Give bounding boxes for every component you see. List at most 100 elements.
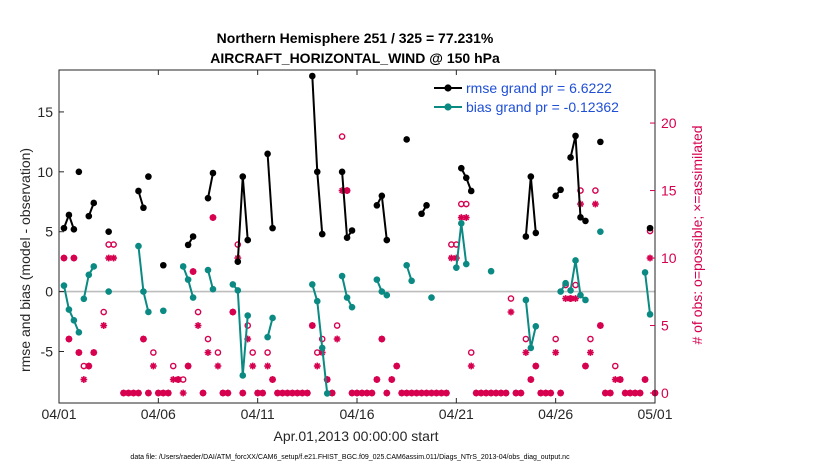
bias-point: [269, 314, 276, 322]
bias-point: [239, 372, 247, 379]
rmse-point: [646, 224, 654, 232]
bias-point: [462, 260, 470, 268]
rmse-point: [582, 217, 589, 225]
bias-line-segment: [644, 272, 652, 315]
bias-point: [145, 308, 152, 316]
bias-point: [487, 267, 495, 275]
assimilated-count-marker: [214, 362, 222, 370]
rmse-point: [458, 164, 465, 172]
assimilated-count-marker: [606, 389, 614, 397]
bias-point: [313, 297, 321, 305]
assimilated-count-marker: [125, 389, 132, 397]
assimilated-count-marker: [60, 254, 68, 262]
rmse-point: [348, 227, 356, 234]
bias-point: [522, 296, 530, 304]
legend-rmse-marker: [444, 84, 452, 92]
bias-line-segment: [82, 265, 95, 299]
assimilated-count-marker: [229, 308, 237, 316]
data-file-footnote: data file: /Users/raeder/DAI/ATM_forcXX/…: [130, 454, 570, 461]
bias-point: [453, 264, 460, 271]
y-left-tick-label: 5: [45, 224, 53, 240]
bias-point: [323, 390, 331, 397]
y-axis-left-label: rmse and bias (model - observation): [17, 148, 33, 372]
assimilated-count-marker: [249, 362, 257, 370]
assimilated-count-marker: [184, 362, 192, 370]
bias-point: [309, 281, 316, 288]
assimilated-count-marker: [368, 389, 376, 397]
assimilated-count-marker: [333, 335, 341, 343]
obs-count-markers: [60, 133, 659, 397]
bias-point: [229, 281, 237, 288]
assimilated-count-marker: [358, 389, 366, 397]
rmse-point: [577, 214, 584, 221]
possible-count-marker: [110, 241, 117, 248]
assimilated-count-marker: [194, 322, 202, 329]
bias-point: [204, 266, 212, 274]
assimilated-count-marker: [308, 322, 316, 329]
bias-series: [60, 220, 654, 397]
rmse-series: [60, 72, 654, 269]
rmse-point: [567, 154, 574, 161]
rmse-point: [244, 236, 252, 244]
plot-area-frame: [58, 69, 656, 404]
rmse-point: [234, 258, 242, 265]
assimilated-count-marker: [383, 389, 391, 397]
rmse-point: [239, 173, 247, 180]
assimilated-count-marker: [507, 308, 515, 316]
bias-point: [80, 295, 88, 303]
bias-point: [373, 276, 381, 283]
assimilated-count-marker: [209, 214, 217, 221]
rmse-point: [467, 187, 475, 195]
rmse-point: [313, 168, 321, 176]
x-tick-label: 04/06: [141, 406, 176, 422]
assimilated-count-marker: [298, 389, 306, 397]
assimilated-count-marker: [552, 349, 560, 356]
assimilated-count-marker: [110, 254, 118, 262]
rmse-point: [373, 202, 381, 209]
x-tick-label: 05/01: [637, 406, 672, 422]
assimilated-count-marker: [587, 349, 594, 356]
bias-point: [318, 344, 326, 352]
rmse-line-segment: [569, 135, 587, 222]
rmse-point: [423, 202, 430, 209]
assimilated-count-marker: [140, 335, 147, 343]
bias-point: [140, 288, 147, 295]
legend-rmse-label: rmse grand pr = 6.6222: [466, 80, 612, 96]
assimilated-count-marker: [179, 389, 187, 397]
x-axis-label: Apr.01,2013 00:00:00 start: [273, 428, 438, 444]
rmse-point: [403, 136, 410, 143]
y-right-tick-label: 20: [661, 115, 677, 131]
bias-point: [641, 269, 649, 276]
assimilated-count-marker: [313, 362, 321, 370]
bias-point: [383, 291, 391, 299]
rmse-point: [557, 186, 564, 194]
legend: rmse grand pr = 6.6222 bias grand pr = -…: [430, 77, 652, 119]
possible-count-marker: [592, 187, 599, 194]
y-left-tick-label: 0: [45, 284, 53, 300]
bias-point: [646, 311, 654, 318]
x-tick-label: 04/21: [439, 406, 474, 422]
x-tick-label: 04/01: [41, 406, 76, 422]
assimilated-count-marker: [592, 200, 599, 208]
possible-count-marker: [100, 308, 107, 316]
y-axis-right-label: # of obs: o=possible; ×=assimilated: [689, 125, 705, 344]
rmse-line-segment: [266, 153, 274, 229]
rmse-point: [189, 233, 197, 240]
assimilated-count-marker: [65, 335, 73, 343]
possible-count-marker: [462, 200, 470, 208]
bias-line-segment: [232, 283, 249, 376]
rmse-point: [264, 150, 271, 158]
assimilated-count-marker: [90, 349, 98, 356]
bias-point: [85, 271, 93, 279]
legend-background: [430, 77, 652, 119]
rmse-point: [140, 204, 147, 212]
bias-line-segment: [311, 284, 329, 394]
rmse-point: [85, 212, 93, 220]
rmse-point: [572, 132, 579, 140]
assimilated-count-marker: [75, 349, 83, 356]
assimilated-count-marker: [403, 389, 411, 397]
y-right-tick-label: 5: [661, 318, 669, 334]
bias-point: [244, 312, 252, 319]
bias-point: [65, 306, 73, 313]
assimilated-count-marker: [149, 362, 157, 370]
